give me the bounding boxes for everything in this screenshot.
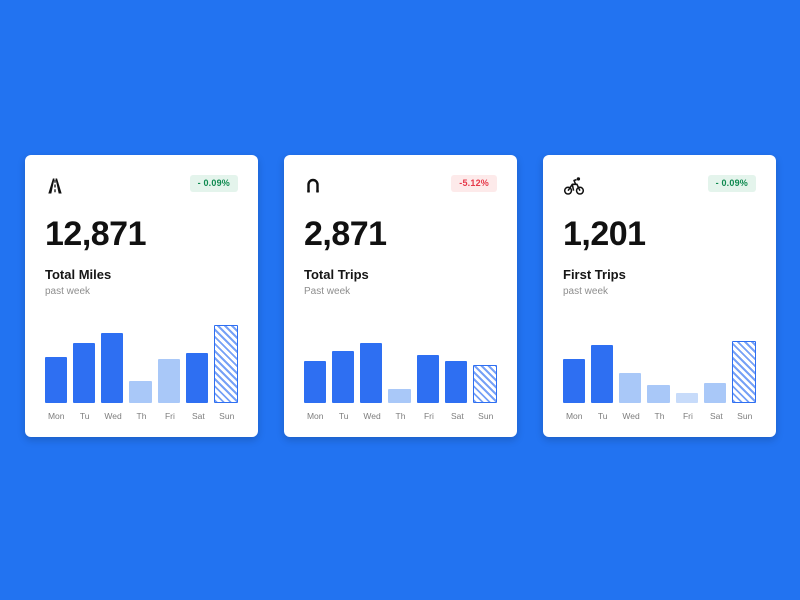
chart-bar-tu bbox=[73, 343, 96, 403]
chart-bar-mon bbox=[304, 361, 327, 403]
cyclist-icon bbox=[563, 175, 587, 197]
stat-value: 12,871 bbox=[45, 215, 147, 253]
chart-bar-fri bbox=[157, 359, 180, 403]
bars bbox=[304, 323, 497, 403]
delta-badge: - 0.09% bbox=[707, 175, 756, 192]
chart-bar-fri bbox=[416, 355, 439, 403]
card-header: - 0.09% bbox=[563, 175, 756, 197]
bar-chart-total-trips: Mon Tu Wed Th Fri Sat Sun bbox=[304, 323, 497, 421]
bar-label-wed: Wed bbox=[104, 411, 122, 421]
bar-label-wed: Wed bbox=[363, 411, 381, 421]
bar-label-tu: Tu bbox=[597, 411, 608, 421]
bar-chart-total-miles: Mon Tu Wed Th Fri Sat Sun bbox=[45, 323, 238, 421]
stat-subtitle: Past week bbox=[304, 286, 351, 297]
bar-label-fri: Fri bbox=[423, 411, 434, 421]
bar-labels: Mon Tu Wed Th Fri Sat Sun bbox=[563, 411, 756, 421]
delta-badge: - 0.09% bbox=[189, 175, 238, 192]
bar-chart-first-trips: Mon Tu Wed Th Fri Sat Sun bbox=[563, 323, 756, 421]
stat-card-first-trips: - 0.09% 1,201 First Trips past week Mon T… bbox=[543, 155, 776, 437]
chart-bar-wed bbox=[101, 333, 124, 403]
bar-label-th: Th bbox=[136, 411, 147, 421]
stat-card-total-miles: - 0.09% 12,871 Total Miles past week Mon… bbox=[25, 155, 258, 437]
chart-bar-mon bbox=[563, 359, 586, 403]
chart-bar-sat bbox=[444, 361, 467, 403]
bar-labels: Mon Tu Wed Th Fri Sat Sun bbox=[45, 411, 238, 421]
bar-label-tu: Tu bbox=[79, 411, 90, 421]
card-header: - 0.09% bbox=[45, 175, 238, 197]
stat-title: Total Trips bbox=[304, 267, 369, 282]
road-icon bbox=[45, 175, 69, 197]
chart-bar-sun bbox=[213, 325, 238, 403]
bars bbox=[563, 323, 756, 403]
bar-label-th: Th bbox=[395, 411, 406, 421]
chart-bar-mon bbox=[45, 357, 68, 403]
chart-bar-th bbox=[647, 385, 670, 403]
bar-labels: Mon Tu Wed Th Fri Sat Sun bbox=[304, 411, 497, 421]
bar-label-th: Th bbox=[654, 411, 665, 421]
chart-bar-th bbox=[388, 389, 411, 403]
bar-label-wed: Wed bbox=[622, 411, 640, 421]
bar-label-sun: Sun bbox=[737, 411, 753, 421]
chart-bar-sun bbox=[472, 365, 497, 403]
bar-label-sat: Sat bbox=[191, 411, 205, 421]
delta-badge: -5.12% bbox=[451, 175, 497, 192]
stat-subtitle: past week bbox=[563, 286, 609, 297]
bar-label-sat: Sat bbox=[709, 411, 723, 421]
chart-bar-fri bbox=[675, 393, 698, 403]
chart-bar-sat bbox=[703, 383, 726, 403]
stat-subtitle: past week bbox=[45, 286, 91, 297]
chart-bar-wed bbox=[619, 373, 642, 403]
bar-label-sun: Sun bbox=[478, 411, 494, 421]
route-icon bbox=[304, 175, 328, 197]
bar-label-sat: Sat bbox=[450, 411, 464, 421]
bar-label-tu: Tu bbox=[338, 411, 349, 421]
bar-label-mon: Mon bbox=[47, 411, 65, 421]
bar-label-fri: Fri bbox=[682, 411, 693, 421]
stat-cards-row: - 0.09% 12,871 Total Miles past week Mon… bbox=[25, 155, 776, 437]
bar-label-sun: Sun bbox=[219, 411, 235, 421]
chart-bar-sun bbox=[731, 341, 756, 403]
chart-bar-sat bbox=[185, 353, 208, 403]
bars bbox=[45, 323, 238, 403]
chart-bar-tu bbox=[591, 345, 614, 403]
chart-bar-wed bbox=[360, 343, 383, 403]
stat-title: First Trips bbox=[563, 267, 626, 282]
bar-label-mon: Mon bbox=[306, 411, 324, 421]
chart-bar-th bbox=[129, 381, 152, 403]
chart-bar-tu bbox=[332, 351, 355, 403]
card-header: -5.12% bbox=[304, 175, 497, 197]
stat-title: Total Miles bbox=[45, 267, 112, 282]
stat-value: 2,871 bbox=[304, 215, 387, 253]
stat-card-total-trips: -5.12% 2,871 Total Trips Past week Mon Tu… bbox=[284, 155, 517, 437]
bar-label-mon: Mon bbox=[565, 411, 583, 421]
bar-label-fri: Fri bbox=[164, 411, 175, 421]
stat-value: 1,201 bbox=[563, 215, 646, 253]
